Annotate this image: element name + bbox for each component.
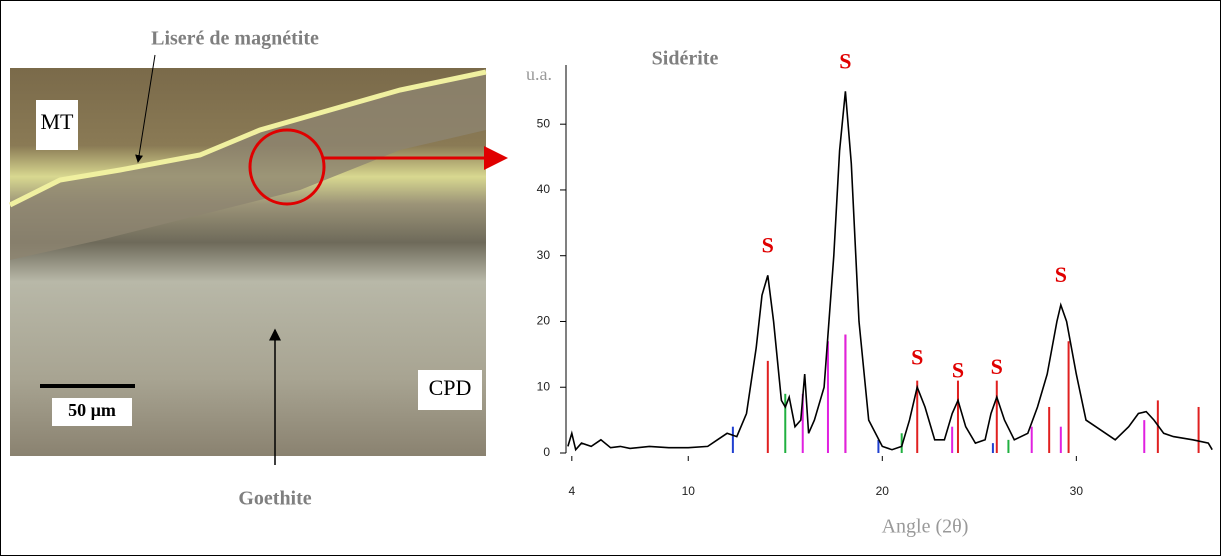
y-tick-label: 50 <box>537 116 551 130</box>
label: MT <box>41 109 75 134</box>
peak-label: S <box>839 48 851 73</box>
x-tick-label: 4 <box>568 484 575 498</box>
x-tick-label: 30 <box>1070 484 1084 498</box>
edge <box>8 69 487 208</box>
y-tick-label: 40 <box>537 182 551 196</box>
label-box <box>52 398 132 426</box>
highlight-circle <box>248 128 326 206</box>
y-tick-label: 0 <box>543 445 550 459</box>
y-tick-label: 30 <box>537 248 551 262</box>
label-box <box>418 370 482 410</box>
magnetite-band <box>10 72 486 260</box>
peak-label: S <box>952 357 964 382</box>
peak-label: S <box>911 344 923 369</box>
diffractogram <box>567 91 1213 452</box>
peak-label: S <box>762 232 774 257</box>
y-tick-label: 10 <box>537 379 551 393</box>
label: CPD <box>429 375 472 400</box>
peak-label: S <box>1055 262 1067 287</box>
chart-title: Sidérite <box>652 48 719 70</box>
x-tick-label: 20 <box>876 484 890 498</box>
x-tick-label: 10 <box>682 484 696 498</box>
y-tick-label: 20 <box>537 314 551 328</box>
label: Liseré de magnétite <box>151 28 319 50</box>
label-box <box>36 100 78 150</box>
label: Goethite <box>238 488 311 510</box>
y-axis-label: u.a. <box>526 64 552 84</box>
label: 50 µm <box>68 400 116 420</box>
x-axis-label: Angle (2θ) <box>882 516 969 538</box>
arrow <box>135 54 156 163</box>
peak-label: S <box>991 354 1003 379</box>
